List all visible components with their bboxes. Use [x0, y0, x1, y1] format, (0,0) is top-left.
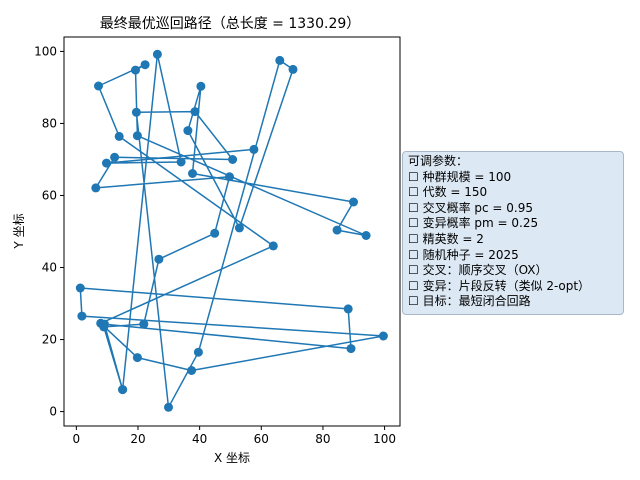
- checkbox-glyph-icon: ☐: [408, 247, 423, 262]
- checkbox-glyph-icon: ☐: [408, 278, 423, 293]
- checkbox-glyph-icon: ☐: [408, 200, 423, 215]
- city-point: [114, 131, 124, 141]
- parameter-text: 变异：片段反转（类似 2-opt）: [422, 278, 591, 293]
- city-point: [102, 158, 111, 168]
- parameter-list: ☐ 种群规模 = 100 ☐ 代数 = 150 ☐ 交叉概率 pc = 0.95 ☐ …: [408, 170, 618, 310]
- city-point: [349, 197, 358, 207]
- city-point: [378, 331, 388, 341]
- city-point: [140, 60, 150, 70]
- x-tick-label: 60: [254, 432, 269, 446]
- parameter-item: ☐ 种群规模 = 100: [408, 170, 618, 186]
- parameter-text: 目标：最短闭合回路: [422, 294, 531, 309]
- city-point: [210, 228, 220, 238]
- checkbox-glyph-icon: ☐: [408, 185, 423, 200]
- city-point: [187, 366, 197, 375]
- y-axis-label: Y 坐标: [12, 213, 26, 249]
- parameter-item: ☐ 变异：片段反转（类似 2-opt）: [408, 279, 618, 295]
- city-point: [275, 55, 285, 65]
- parameter-item: ☐ 精英数 = 2: [408, 232, 618, 248]
- city-point: [249, 144, 259, 154]
- y-tick-label: 100: [34, 44, 57, 58]
- checkbox-glyph-icon: ☐: [408, 294, 423, 309]
- y-tick-label: 80: [42, 116, 57, 130]
- plot-area: [75, 49, 388, 412]
- y-tick-label: 0: [49, 405, 57, 419]
- city-point: [131, 65, 140, 75]
- x-axis: 0 20 40 60 80 100: [73, 426, 396, 446]
- checkbox-glyph-icon: ☐: [408, 263, 423, 278]
- city-point: [361, 231, 371, 240]
- axes-frame: [63, 36, 401, 427]
- parameter-item: ☐ 变异概率 pm = 0.25: [408, 216, 618, 232]
- city-point: [234, 223, 244, 233]
- city-point: [343, 304, 353, 314]
- city-point: [154, 254, 164, 264]
- city-point: [225, 172, 234, 182]
- x-tick-label: 40: [192, 432, 207, 446]
- x-tick-label: 80: [315, 432, 330, 446]
- checkbox-glyph-icon: ☐: [408, 216, 423, 231]
- parameter-item: ☐ 目标：最短闭合回路: [408, 294, 618, 310]
- y-tick-label: 40: [42, 261, 57, 275]
- parameter-text: 代数 = 150: [422, 185, 488, 200]
- parameter-text: 种群规模 = 100: [422, 169, 512, 184]
- city-point: [118, 385, 128, 395]
- city-point: [152, 49, 162, 59]
- parameter-item: ☐ 交叉概率 pc = 0.95: [408, 201, 618, 217]
- parameter-item: ☐ 交叉：顺序交叉（OX）: [408, 263, 618, 279]
- x-axis-label: X 坐标: [214, 451, 250, 465]
- x-tick-label: 0: [73, 432, 81, 446]
- city-point: [77, 311, 87, 321]
- city-point: [193, 347, 203, 357]
- parameter-item: ☐ 随机种子 = 2025: [408, 248, 618, 264]
- x-tick-label: 20: [130, 432, 145, 446]
- parameter-item: ☐ 代数 = 150: [408, 185, 618, 201]
- city-point: [332, 225, 342, 235]
- city-point: [91, 183, 101, 193]
- city-point: [190, 107, 200, 117]
- city-point: [288, 64, 298, 74]
- city-point: [139, 319, 149, 329]
- city-point: [164, 402, 173, 412]
- parameter-text: 交叉：顺序交叉（OX）: [422, 263, 548, 278]
- parameter-text: 交叉概率 pc = 0.95: [422, 200, 534, 215]
- parameter-text: 变异概率 pm = 0.25: [422, 216, 539, 231]
- city-point: [99, 319, 109, 329]
- checkbox-glyph-icon: ☐: [408, 231, 423, 246]
- parameter-header: 可调参数：: [408, 154, 469, 168]
- chart-title: 最终最优巡回路径（总长度 = 1330.29）: [100, 16, 361, 32]
- city-point: [268, 241, 278, 251]
- city-point: [94, 81, 103, 91]
- city-point: [228, 155, 238, 164]
- city-point: [132, 353, 142, 363]
- parameter-legend-box: 可调参数： ☐ 种群规模 = 100 ☐ 代数 = 150 ☐ 交叉概率 pc = …: [402, 151, 624, 315]
- city-point: [346, 344, 356, 354]
- city-point: [110, 152, 120, 162]
- city-point: [75, 283, 85, 293]
- city-point: [132, 131, 142, 141]
- y-tick-label: 60: [42, 188, 57, 202]
- checkbox-glyph-icon: ☐: [408, 169, 423, 184]
- parameter-text: 精英数 = 2: [422, 231, 484, 246]
- city-point: [131, 107, 141, 117]
- y-tick-label: 20: [42, 333, 57, 347]
- x-tick-label: 100: [373, 432, 396, 446]
- y-axis: 0 20 40 60 80 100: [34, 44, 64, 419]
- city-point: [176, 157, 186, 167]
- city-point: [188, 169, 197, 178]
- parameter-text: 随机种子 = 2025: [422, 247, 519, 262]
- city-point: [196, 81, 206, 91]
- city-point: [183, 126, 193, 136]
